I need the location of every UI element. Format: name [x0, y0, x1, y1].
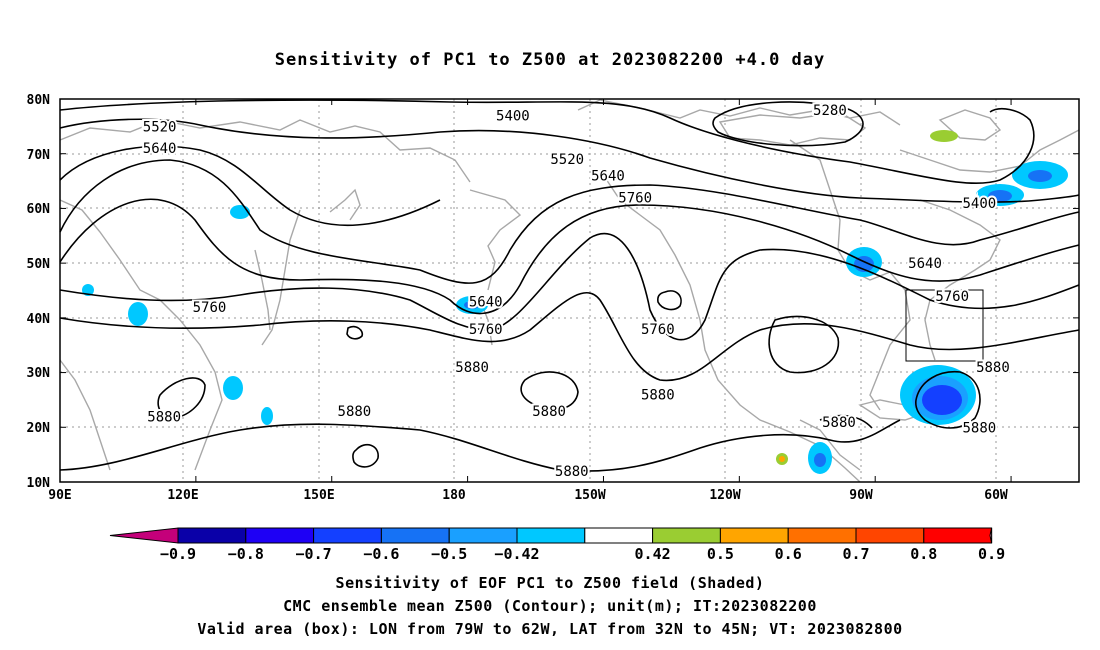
map-title: Sensitivity of PC1 to Z500 at 2023082200… [274, 50, 826, 70]
contour-label: 5640 [469, 294, 503, 310]
contour-label: 5880 [963, 420, 997, 436]
contour-5880-island-4 [157, 377, 206, 419]
colorbar-high-extension [989, 527, 993, 544]
lat-label: 50N [27, 257, 51, 272]
lat-label: 10N [27, 476, 51, 491]
colorbar-label: 0.6 [775, 545, 802, 563]
lat-label: 60N [27, 202, 51, 217]
contour-label: 5880 [338, 404, 372, 420]
sensitivity-shading [82, 130, 1068, 474]
colorbar-label: −0.7 [296, 545, 332, 563]
lat-label: 80N [27, 93, 51, 108]
contour-labels: 5280 5400 5400 5520 5520 5640 5640 5640 5640 5760… [141, 101, 1012, 482]
lon-label: 150W [574, 488, 605, 503]
caption-valid-area: Valid area (box): LON from 79W to 62W, L… [197, 620, 903, 638]
contour-5640-west [59, 145, 441, 227]
contour-label: 5880 [641, 387, 675, 403]
contour-5880-island-3 [520, 371, 579, 411]
caption-shaded: Sensitivity of EOF PC1 to Z500 field (Sh… [335, 574, 765, 592]
colorbar-swatch [313, 527, 382, 544]
colorbar-swatch [448, 527, 518, 544]
contour-label: 5640 [908, 256, 942, 272]
contour-5280 [712, 101, 864, 147]
colorbar-label: 0.8 [910, 545, 937, 563]
colorbar [109, 527, 993, 544]
map-border [59, 98, 1080, 483]
contour-label: 5880 [147, 409, 181, 425]
contour-label: 5880 [822, 415, 856, 431]
colorbar-label: −0.8 [228, 545, 264, 563]
contour-5880-island-5 [352, 443, 379, 468]
colorbar-label: 0.42 [635, 545, 671, 563]
colorbar-swatch [719, 527, 789, 544]
contour-label: 5520 [550, 152, 584, 168]
contour-5760-b [59, 232, 1080, 341]
lon-label: 180 [442, 488, 466, 503]
contour-label: 5760 [193, 300, 227, 316]
valid-area-box [905, 289, 984, 362]
contour-5880-island-6 [346, 325, 364, 340]
colorbar-low-extension [109, 527, 179, 544]
contour-label: 5880 [555, 464, 589, 480]
colorbar-swatch [652, 527, 721, 544]
lon-label: 150E [303, 488, 334, 503]
contour-label: 5760 [641, 322, 675, 338]
contour-label: 5640 [143, 141, 177, 157]
contour-label: 5880 [532, 404, 566, 420]
axis-ticks [59, 98, 1079, 483]
colorbar-swatch [380, 527, 450, 544]
lon-label: 120W [709, 488, 740, 503]
contour-label: 5640 [591, 169, 625, 185]
colorbar-swatch [787, 527, 857, 544]
colorbar-swatch [245, 527, 315, 544]
colorbar-label: 0.9 [978, 545, 1005, 563]
colorbar-swatch [923, 527, 993, 544]
contour-label: 5880 [455, 360, 489, 376]
contour-5880-island-1 [657, 290, 682, 311]
colorbar-swatch [177, 527, 247, 544]
colorbar-label: 0.5 [707, 545, 734, 563]
contour-5520 [59, 118, 1080, 203]
contour-label: 5400 [963, 196, 997, 212]
contour-label: 5280 [813, 103, 847, 119]
lat-label: 30N [27, 366, 51, 381]
colorbar-label: −0.5 [431, 545, 467, 563]
lat-label: 40N [27, 312, 51, 327]
contour-5880-low [59, 419, 901, 472]
lat-labels: 80N 70N 60N 50N 40N 30N 20N 10N [27, 93, 51, 491]
lat-label: 70N [27, 148, 51, 163]
contour-5880 [59, 292, 1080, 382]
colorbar-swatch [855, 527, 925, 544]
lat-label: 20N [27, 421, 51, 436]
contour-5880-east [915, 371, 981, 429]
colorbar-label: 0.7 [842, 545, 869, 563]
lon-label: 90E [48, 488, 71, 503]
contour-label: 5760 [469, 322, 503, 338]
gridlines [60, 99, 1079, 482]
contour-label: 5400 [496, 108, 530, 124]
contour-5880-island-2 [768, 315, 840, 374]
colorbar-swatch [584, 527, 654, 544]
contour-label: 5520 [143, 119, 177, 135]
contour-5640 [59, 159, 1080, 284]
contour-5880-caribbean [819, 414, 873, 429]
caption-contour: CMC ensemble mean Z500 (Contour); unit(m… [283, 597, 817, 615]
lon-label: 60W [984, 488, 1008, 503]
lon-labels: 90E 120E 150E 180 150W 120W 90W 60W [48, 488, 1008, 503]
contour-label: 5760 [618, 190, 652, 206]
colorbar-label: −0.6 [363, 545, 399, 563]
contour-label: 5880 [976, 360, 1010, 376]
colorbar-label: −0.42 [494, 545, 539, 563]
colorbar-labels: −0.9 −0.8 −0.7 −0.6 −0.5 −0.42 0.42 0.5 0.6 0.7 0.… [160, 545, 1005, 563]
colorbar-swatch [516, 527, 586, 544]
colorbar-label: −0.9 [160, 545, 196, 563]
contour-5760 [59, 198, 1080, 315]
lon-label: 90W [849, 488, 873, 503]
contour-label: 5760 [935, 289, 969, 305]
contour-5400 [59, 99, 1035, 185]
z500-contours [59, 99, 1080, 472]
lon-label: 120E [167, 488, 198, 503]
